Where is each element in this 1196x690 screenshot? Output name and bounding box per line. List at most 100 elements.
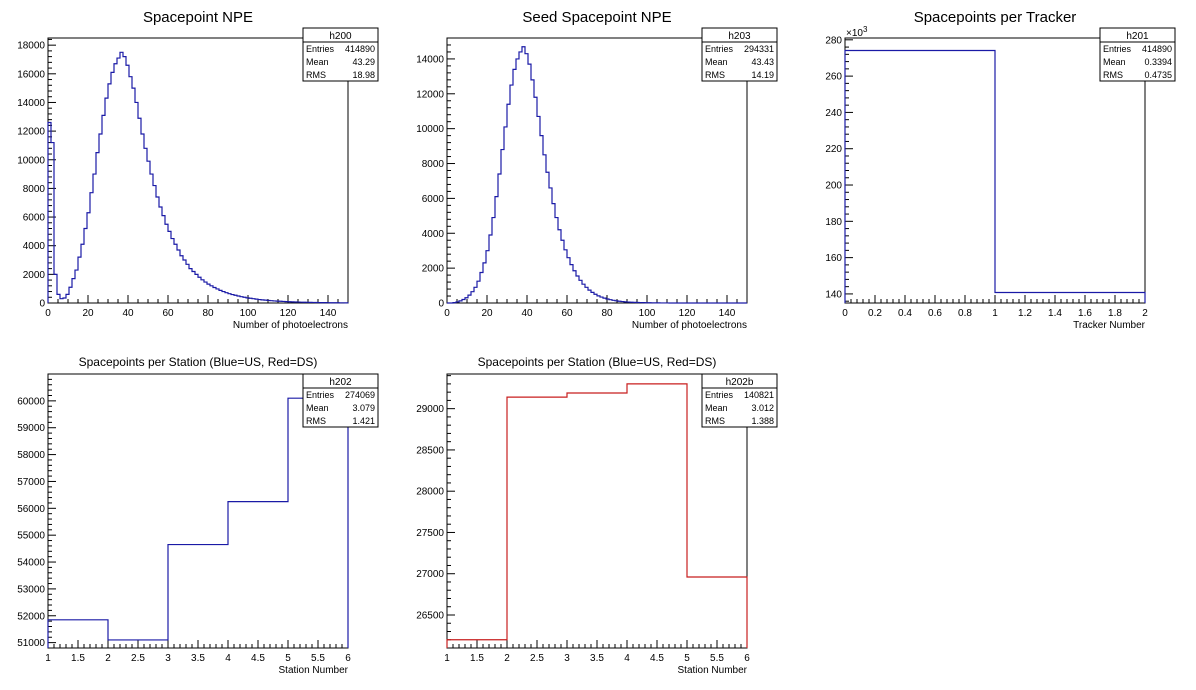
histogram-bin bbox=[483, 263, 486, 303]
histogram-bin bbox=[588, 290, 591, 303]
histogram-bin bbox=[57, 294, 60, 303]
y-tick-label: 27000 bbox=[416, 569, 444, 580]
histogram-bin bbox=[150, 174, 153, 303]
histogram-bin bbox=[468, 295, 471, 303]
histogram-bin bbox=[156, 197, 159, 303]
histogram-bin bbox=[612, 300, 615, 303]
histogram-bin bbox=[498, 174, 501, 303]
x-tick-label: 20 bbox=[82, 308, 94, 319]
histogram-bin bbox=[309, 302, 312, 303]
histogram-bin bbox=[480, 272, 483, 303]
x-tick-label: 0.4 bbox=[898, 308, 912, 319]
histogram-bin bbox=[492, 218, 495, 303]
histogram-bin bbox=[294, 302, 297, 303]
histogram-bin bbox=[189, 269, 192, 303]
histogram-bin bbox=[570, 265, 573, 303]
histogram-bin bbox=[186, 264, 189, 303]
x-tick-label: 3 bbox=[564, 653, 570, 664]
stats-value: 18.98 bbox=[352, 70, 375, 80]
stats-value: 414890 bbox=[345, 44, 375, 54]
stats-box-frame bbox=[701, 27, 778, 82]
histogram-bin bbox=[51, 143, 54, 303]
stats-value: 43.29 bbox=[352, 57, 375, 67]
histogram-bin bbox=[66, 294, 69, 303]
x-tick-label: 0 bbox=[45, 308, 51, 319]
histogram-bin bbox=[845, 51, 995, 303]
histogram-bin bbox=[261, 300, 264, 303]
histogram-bins bbox=[447, 46, 747, 304]
histogram-bin bbox=[48, 620, 108, 648]
y-tick-label: 51000 bbox=[17, 638, 45, 649]
stats-label: RMS bbox=[1103, 70, 1123, 80]
histogram-bin bbox=[507, 104, 510, 303]
stats-label: Entries bbox=[705, 44, 734, 54]
stats-label: RMS bbox=[705, 416, 725, 426]
chart-title: Spacepoints per Tracker bbox=[914, 9, 1077, 26]
y-tick-label: 14000 bbox=[17, 98, 45, 109]
x-tick-label: 0 bbox=[444, 308, 450, 319]
histogram-bin bbox=[246, 298, 249, 303]
stats-value: 0.4735 bbox=[1144, 70, 1172, 80]
histogram-bin bbox=[276, 301, 279, 303]
histogram-bin bbox=[567, 393, 627, 648]
histogram-bin bbox=[522, 47, 525, 303]
stats-value: 294331 bbox=[744, 44, 774, 54]
histogram-bin bbox=[282, 301, 285, 303]
stats-histogram-name: h202 bbox=[329, 377, 352, 388]
histogram-bin bbox=[132, 88, 135, 303]
stats-value: 414890 bbox=[1142, 44, 1172, 54]
histogram-bins bbox=[47, 51, 349, 304]
stats-value: 1.388 bbox=[751, 416, 774, 426]
x-tick-label: 4.5 bbox=[251, 653, 265, 664]
histogram-bin bbox=[627, 302, 630, 303]
y-tick-label: 180 bbox=[825, 217, 842, 228]
histogram-bin bbox=[573, 271, 576, 303]
x-tick-label: 4 bbox=[225, 653, 231, 664]
y-tick-label: 280 bbox=[825, 35, 842, 46]
histogram-bin bbox=[228, 294, 231, 303]
stats-value: 274069 bbox=[345, 390, 375, 400]
stats-box: h201 Entries 414890 Mean 0.3394 RMS 0.4735 bbox=[1099, 27, 1176, 82]
stats-label: Mean bbox=[1103, 57, 1126, 67]
x-tick-label: 2 bbox=[105, 653, 111, 664]
histogram-bin bbox=[252, 299, 255, 303]
x-tick-label: 3 bbox=[165, 653, 171, 664]
histogram-bin bbox=[120, 52, 123, 303]
y-tick-label: 12000 bbox=[17, 127, 45, 138]
histogram-bin bbox=[108, 640, 168, 648]
histogram-bin bbox=[222, 292, 225, 303]
y-tick-label: 18000 bbox=[17, 41, 45, 52]
histogram-bin bbox=[240, 297, 243, 303]
x-tick-label: 120 bbox=[679, 308, 696, 319]
y-tick-label: 4000 bbox=[23, 241, 46, 252]
y-tick-label: 0 bbox=[438, 299, 444, 310]
stats-histogram-name: h201 bbox=[1126, 31, 1149, 42]
stats-label: Mean bbox=[705, 57, 728, 67]
histogram-line bbox=[844, 49, 1146, 303]
histogram-bin bbox=[93, 174, 96, 303]
histogram-bin bbox=[126, 65, 129, 303]
histogram-bin bbox=[600, 297, 603, 303]
histogram-bin bbox=[162, 216, 165, 303]
histogram-bin bbox=[576, 276, 579, 303]
histogram-bin bbox=[102, 115, 105, 303]
stats-box: h200 Entries 414890 Mean 43.29 RMS 18.98 bbox=[302, 27, 379, 82]
histogram-bin bbox=[495, 197, 498, 303]
y-scale-base: ×10 bbox=[846, 28, 863, 39]
histogram-bin bbox=[579, 280, 582, 303]
histogram-bin bbox=[510, 85, 513, 303]
stats-box-frame bbox=[701, 373, 778, 428]
y-tick-label: 55000 bbox=[17, 531, 45, 542]
histogram-bin bbox=[549, 188, 552, 303]
histogram-bin bbox=[267, 300, 270, 303]
histogram-bin bbox=[567, 258, 570, 303]
x-tick-label: 20 bbox=[481, 308, 493, 319]
histogram-bin bbox=[72, 279, 75, 303]
y-tick-label: 12000 bbox=[416, 89, 444, 100]
histogram-panel-2: Seed Spacepoint NPE 0 20 40 60 80 100 120 140 0 20… bbox=[416, 9, 778, 331]
x-tick-label: 1 bbox=[45, 653, 51, 664]
histogram-bin bbox=[48, 123, 51, 303]
x-tick-label: 80 bbox=[601, 308, 613, 319]
histogram-bin bbox=[96, 153, 99, 303]
histogram-bin bbox=[636, 302, 639, 303]
